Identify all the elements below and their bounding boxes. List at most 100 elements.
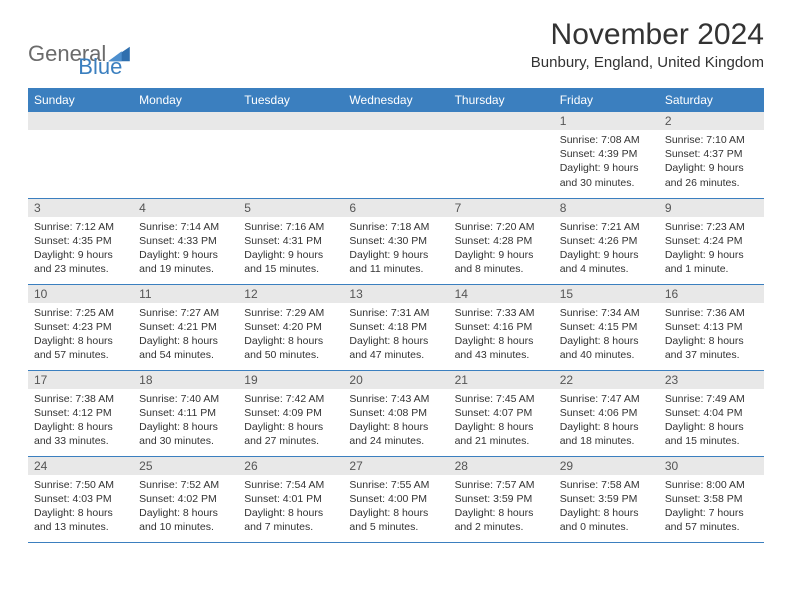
calendar-day-cell: 7Sunrise: 7:20 AMSunset: 4:28 PMDaylight… bbox=[449, 198, 554, 284]
daylight-text: Daylight: 8 hours and 18 minutes. bbox=[560, 420, 653, 448]
day-details: Sunrise: 7:36 AMSunset: 4:13 PMDaylight:… bbox=[659, 303, 764, 367]
weekday-header: Sunday bbox=[28, 88, 133, 112]
sunrise-text: Sunrise: 7:36 AM bbox=[665, 306, 758, 320]
day-details: Sunrise: 7:49 AMSunset: 4:04 PMDaylight:… bbox=[659, 389, 764, 453]
day-details: Sunrise: 7:43 AMSunset: 4:08 PMDaylight:… bbox=[343, 389, 448, 453]
sunrise-text: Sunrise: 7:43 AM bbox=[349, 392, 442, 406]
location-text: Bunbury, England, United Kingdom bbox=[531, 54, 764, 71]
sunrise-text: Sunrise: 7:27 AM bbox=[139, 306, 232, 320]
day-number: 13 bbox=[343, 285, 448, 303]
sunset-text: Sunset: 4:12 PM bbox=[34, 406, 127, 420]
daylight-text: Daylight: 8 hours and 2 minutes. bbox=[455, 506, 548, 534]
weekday-header-row: Sunday Monday Tuesday Wednesday Thursday… bbox=[28, 88, 764, 112]
day-details: Sunrise: 7:18 AMSunset: 4:30 PMDaylight:… bbox=[343, 217, 448, 281]
daylight-text: Daylight: 9 hours and 15 minutes. bbox=[244, 248, 337, 276]
calendar-day-cell: 13Sunrise: 7:31 AMSunset: 4:18 PMDayligh… bbox=[343, 284, 448, 370]
sunset-text: Sunset: 3:58 PM bbox=[665, 492, 758, 506]
weekday-header: Monday bbox=[133, 88, 238, 112]
sunset-text: Sunset: 4:01 PM bbox=[244, 492, 337, 506]
calendar-day-cell bbox=[343, 112, 448, 198]
sunrise-text: Sunrise: 7:54 AM bbox=[244, 478, 337, 492]
calendar-day-cell: 22Sunrise: 7:47 AMSunset: 4:06 PMDayligh… bbox=[554, 370, 659, 456]
month-title: November 2024 bbox=[531, 18, 764, 52]
day-details: Sunrise: 7:45 AMSunset: 4:07 PMDaylight:… bbox=[449, 389, 554, 453]
sunset-text: Sunset: 4:03 PM bbox=[34, 492, 127, 506]
sunset-text: Sunset: 4:11 PM bbox=[139, 406, 232, 420]
calendar-day-cell: 30Sunrise: 8:00 AMSunset: 3:58 PMDayligh… bbox=[659, 456, 764, 542]
sunrise-text: Sunrise: 7:33 AM bbox=[455, 306, 548, 320]
day-number: 6 bbox=[343, 199, 448, 217]
day-number: 10 bbox=[28, 285, 133, 303]
sunset-text: Sunset: 4:30 PM bbox=[349, 234, 442, 248]
day-details: Sunrise: 7:52 AMSunset: 4:02 PMDaylight:… bbox=[133, 475, 238, 539]
day-details: Sunrise: 7:27 AMSunset: 4:21 PMDaylight:… bbox=[133, 303, 238, 367]
sunrise-text: Sunrise: 7:40 AM bbox=[139, 392, 232, 406]
calendar-day-cell: 26Sunrise: 7:54 AMSunset: 4:01 PMDayligh… bbox=[238, 456, 343, 542]
day-details: Sunrise: 7:10 AMSunset: 4:37 PMDaylight:… bbox=[659, 130, 764, 194]
calendar-day-cell: 24Sunrise: 7:50 AMSunset: 4:03 PMDayligh… bbox=[28, 456, 133, 542]
day-details: Sunrise: 7:31 AMSunset: 4:18 PMDaylight:… bbox=[343, 303, 448, 367]
sunset-text: Sunset: 4:13 PM bbox=[665, 320, 758, 334]
day-number: 9 bbox=[659, 199, 764, 217]
calendar-day-cell: 16Sunrise: 7:36 AMSunset: 4:13 PMDayligh… bbox=[659, 284, 764, 370]
calendar-day-cell: 1Sunrise: 7:08 AMSunset: 4:39 PMDaylight… bbox=[554, 112, 659, 198]
day-number: 15 bbox=[554, 285, 659, 303]
day-number: 20 bbox=[343, 371, 448, 389]
sunrise-text: Sunrise: 7:38 AM bbox=[34, 392, 127, 406]
sunrise-text: Sunrise: 7:55 AM bbox=[349, 478, 442, 492]
day-details: Sunrise: 7:58 AMSunset: 3:59 PMDaylight:… bbox=[554, 475, 659, 539]
calendar-day-cell: 29Sunrise: 7:58 AMSunset: 3:59 PMDayligh… bbox=[554, 456, 659, 542]
sunset-text: Sunset: 4:16 PM bbox=[455, 320, 548, 334]
calendar-day-cell: 6Sunrise: 7:18 AMSunset: 4:30 PMDaylight… bbox=[343, 198, 448, 284]
sunrise-text: Sunrise: 7:57 AM bbox=[455, 478, 548, 492]
sunrise-text: Sunrise: 7:47 AM bbox=[560, 392, 653, 406]
sunset-text: Sunset: 3:59 PM bbox=[455, 492, 548, 506]
day-details: Sunrise: 7:20 AMSunset: 4:28 PMDaylight:… bbox=[449, 217, 554, 281]
day-details: Sunrise: 7:21 AMSunset: 4:26 PMDaylight:… bbox=[554, 217, 659, 281]
weekday-header: Wednesday bbox=[343, 88, 448, 112]
calendar-day-cell: 11Sunrise: 7:27 AMSunset: 4:21 PMDayligh… bbox=[133, 284, 238, 370]
daylight-text: Daylight: 9 hours and 23 minutes. bbox=[34, 248, 127, 276]
calendar-table: Sunday Monday Tuesday Wednesday Thursday… bbox=[28, 88, 764, 543]
sunrise-text: Sunrise: 7:49 AM bbox=[665, 392, 758, 406]
daylight-text: Daylight: 7 hours and 57 minutes. bbox=[665, 506, 758, 534]
sunrise-text: Sunrise: 7:29 AM bbox=[244, 306, 337, 320]
weekday-header: Friday bbox=[554, 88, 659, 112]
sunset-text: Sunset: 4:15 PM bbox=[560, 320, 653, 334]
sunset-text: Sunset: 4:35 PM bbox=[34, 234, 127, 248]
day-number: 24 bbox=[28, 457, 133, 475]
daylight-text: Daylight: 9 hours and 19 minutes. bbox=[139, 248, 232, 276]
day-number: 14 bbox=[449, 285, 554, 303]
sunset-text: Sunset: 4:18 PM bbox=[349, 320, 442, 334]
day-details: Sunrise: 7:57 AMSunset: 3:59 PMDaylight:… bbox=[449, 475, 554, 539]
calendar-day-cell: 28Sunrise: 7:57 AMSunset: 3:59 PMDayligh… bbox=[449, 456, 554, 542]
sunrise-text: Sunrise: 7:21 AM bbox=[560, 220, 653, 234]
sunset-text: Sunset: 4:26 PM bbox=[560, 234, 653, 248]
sunrise-text: Sunrise: 7:20 AM bbox=[455, 220, 548, 234]
daylight-text: Daylight: 8 hours and 43 minutes. bbox=[455, 334, 548, 362]
weekday-header: Thursday bbox=[449, 88, 554, 112]
title-block: November 2024 Bunbury, England, United K… bbox=[531, 18, 764, 71]
sunrise-text: Sunrise: 7:25 AM bbox=[34, 306, 127, 320]
day-number bbox=[28, 112, 133, 130]
calendar-day-cell: 8Sunrise: 7:21 AMSunset: 4:26 PMDaylight… bbox=[554, 198, 659, 284]
day-details: Sunrise: 7:33 AMSunset: 4:16 PMDaylight:… bbox=[449, 303, 554, 367]
daylight-text: Daylight: 8 hours and 57 minutes. bbox=[34, 334, 127, 362]
sunrise-text: Sunrise: 7:18 AM bbox=[349, 220, 442, 234]
daylight-text: Daylight: 8 hours and 37 minutes. bbox=[665, 334, 758, 362]
sunset-text: Sunset: 4:09 PM bbox=[244, 406, 337, 420]
sunrise-text: Sunrise: 7:16 AM bbox=[244, 220, 337, 234]
sunset-text: Sunset: 4:39 PM bbox=[560, 147, 653, 161]
sunrise-text: Sunrise: 7:23 AM bbox=[665, 220, 758, 234]
daylight-text: Daylight: 8 hours and 7 minutes. bbox=[244, 506, 337, 534]
weekday-header: Saturday bbox=[659, 88, 764, 112]
day-number bbox=[449, 112, 554, 130]
day-number: 4 bbox=[133, 199, 238, 217]
daylight-text: Daylight: 8 hours and 5 minutes. bbox=[349, 506, 442, 534]
page-header: General Blue November 2024 Bunbury, Engl… bbox=[28, 18, 764, 80]
sunset-text: Sunset: 4:23 PM bbox=[34, 320, 127, 334]
calendar-day-cell: 9Sunrise: 7:23 AMSunset: 4:24 PMDaylight… bbox=[659, 198, 764, 284]
day-details: Sunrise: 7:38 AMSunset: 4:12 PMDaylight:… bbox=[28, 389, 133, 453]
day-details: Sunrise: 8:00 AMSunset: 3:58 PMDaylight:… bbox=[659, 475, 764, 539]
sunset-text: Sunset: 4:33 PM bbox=[139, 234, 232, 248]
